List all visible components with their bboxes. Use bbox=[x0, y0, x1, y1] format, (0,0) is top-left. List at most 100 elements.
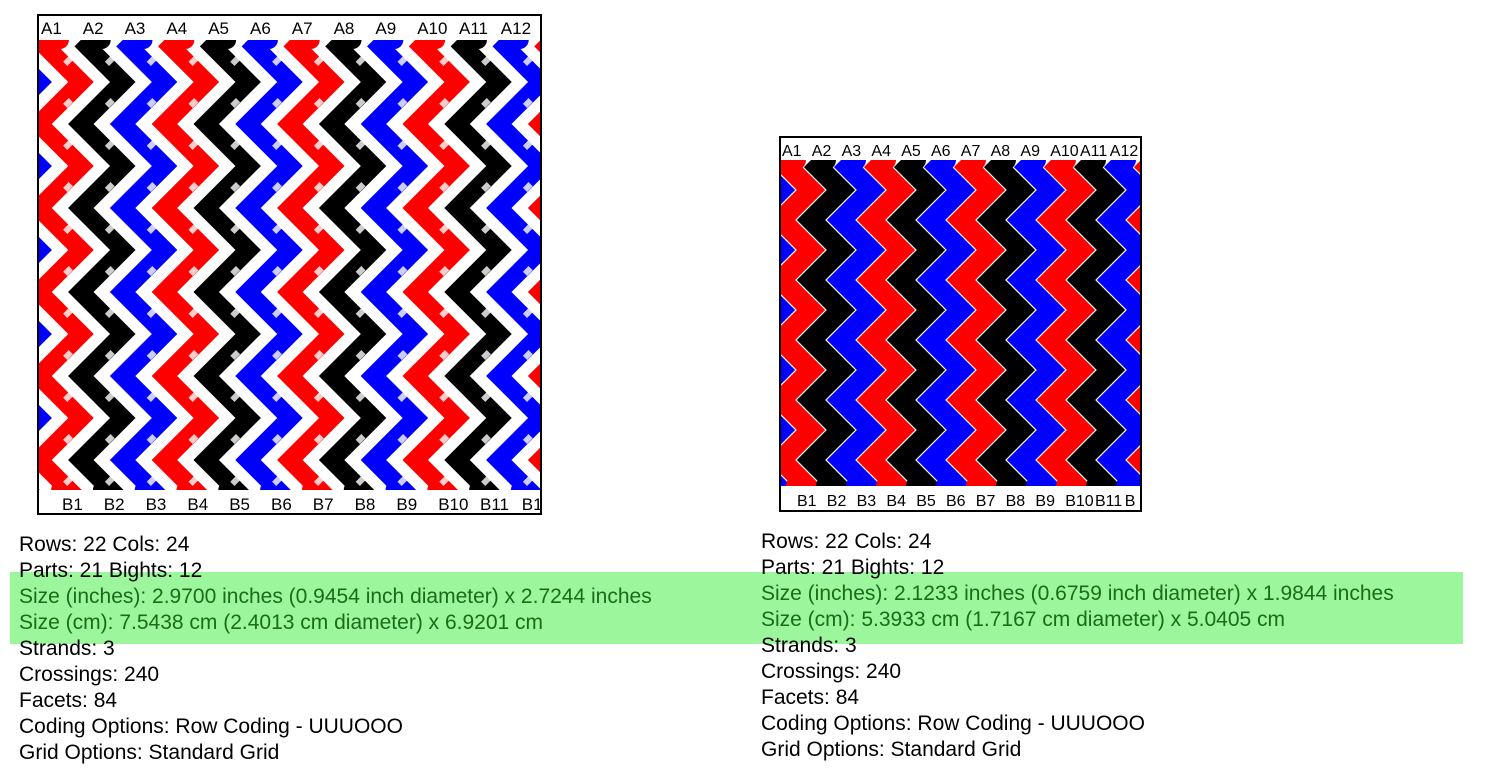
crossing-highlight bbox=[272, 56, 282, 66]
crossing-highlight bbox=[313, 392, 324, 402]
crossing-highlight bbox=[313, 56, 324, 66]
crossing-highlight bbox=[439, 140, 450, 150]
stat-rows-cols: Rows: 22 Cols: 24 bbox=[761, 530, 932, 553]
stat-crossings: Crossings: 240 bbox=[19, 663, 160, 686]
knot-diagram-left-svg: A1 A2 A3 A4 A5 A6 A7 A8 A9 A10 A11 A12 B1 B2 B3 B4 B5 B6 B… bbox=[39, 16, 540, 513]
crossing-highlight bbox=[63, 56, 73, 66]
crossing-highlight bbox=[63, 224, 73, 234]
crossing-highlight bbox=[188, 392, 199, 402]
bight-top bbox=[876, 160, 896, 170]
strand-2 bbox=[318, 40, 387, 490]
crossing-highlight bbox=[355, 350, 366, 360]
stat-strands: Strands: 3 bbox=[761, 634, 857, 657]
bight-top bbox=[427, 40, 446, 49]
crossing-highlight bbox=[439, 224, 450, 234]
crossing-highlight bbox=[104, 140, 115, 150]
bottom-label: B8 bbox=[355, 495, 376, 513]
stat-size-inches: Size (inches): 2.9700 inches (0.9454 inc… bbox=[19, 585, 652, 608]
crossing-highlight bbox=[355, 434, 366, 444]
crossing-highlight bbox=[397, 56, 408, 66]
crossing-highlight bbox=[188, 224, 199, 234]
bight-bottom bbox=[816, 476, 836, 486]
bight-bottom bbox=[786, 476, 806, 486]
crossing-highlight bbox=[355, 56, 366, 66]
crossing-highlight bbox=[272, 434, 282, 444]
crossing-highlight bbox=[146, 434, 157, 444]
crossing-highlight bbox=[230, 308, 241, 318]
crossing-highlight bbox=[230, 56, 241, 66]
top-label: A9 bbox=[1020, 143, 1040, 160]
top-label: A1 bbox=[782, 143, 802, 160]
crossing-highlight bbox=[481, 56, 491, 66]
crossing-highlight bbox=[272, 182, 282, 192]
crossing-highlight bbox=[146, 392, 157, 402]
crossing-highlight bbox=[481, 434, 491, 444]
stat-grid-options: Grid Options: Standard Grid bbox=[19, 741, 280, 764]
top-label: A3 bbox=[125, 19, 146, 38]
strand-2 bbox=[193, 40, 261, 490]
bight-top bbox=[301, 40, 320, 49]
crossing-highlight bbox=[63, 308, 73, 318]
crossing-highlight bbox=[397, 476, 408, 486]
crossing-highlight bbox=[104, 308, 115, 318]
strand-1 bbox=[946, 160, 1006, 486]
bight-bottom bbox=[966, 476, 986, 486]
top-label: A11 bbox=[1080, 143, 1107, 160]
crossing-highlight bbox=[104, 266, 115, 276]
bight-top bbox=[1086, 160, 1106, 170]
bight-bottom bbox=[876, 476, 896, 486]
top-label: A2 bbox=[812, 143, 832, 160]
bight-bottom bbox=[1116, 476, 1136, 486]
crossing-highlight bbox=[63, 98, 73, 108]
crossing-highlight bbox=[313, 224, 324, 234]
top-label: A10 bbox=[417, 19, 447, 38]
bottom-label: B9 bbox=[1035, 493, 1055, 510]
stat-strands: Strands: 3 bbox=[19, 637, 115, 660]
crossing-highlight bbox=[355, 308, 366, 318]
stat-coding-options: Coding Options: Row Coding - UUUOOO bbox=[761, 712, 1145, 735]
strand-1 bbox=[402, 40, 470, 490]
bight-top bbox=[816, 160, 836, 170]
crossing-highlight bbox=[230, 224, 241, 234]
bight-top bbox=[92, 40, 111, 49]
strand-3 bbox=[826, 160, 886, 486]
crossing-highlight bbox=[355, 266, 366, 276]
crossing-highlight bbox=[104, 224, 115, 234]
crossing-highlight bbox=[272, 476, 282, 486]
bight-bottom bbox=[906, 476, 926, 486]
bight-bottom bbox=[846, 476, 866, 486]
crossing-highlight bbox=[230, 476, 241, 486]
crossing-highlight bbox=[481, 476, 491, 486]
stat-facets: Facets: 84 bbox=[761, 686, 860, 709]
stat-crossings: Crossings: 240 bbox=[761, 660, 902, 683]
bottom-label: B2 bbox=[827, 493, 847, 510]
stat-size-inches: Size (inches): 2.1233 inches (0.6759 inc… bbox=[761, 582, 1394, 605]
bottom-label: B bbox=[1125, 493, 1136, 510]
crossing-highlight bbox=[313, 350, 324, 360]
crossing-highlight bbox=[188, 308, 199, 318]
crossing-highlight bbox=[522, 434, 533, 444]
top-label: A4 bbox=[871, 143, 891, 160]
crossing-highlight bbox=[188, 476, 199, 486]
bottom-label: B1 bbox=[62, 495, 83, 513]
crossing-highlight bbox=[522, 98, 533, 108]
crossing-highlight bbox=[146, 140, 157, 150]
bottom-label: B6 bbox=[271, 495, 292, 513]
crossing-highlight bbox=[355, 392, 366, 402]
bight-top bbox=[1116, 160, 1136, 170]
crossing-highlight bbox=[230, 392, 241, 402]
stat-facets: Facets: 84 bbox=[19, 689, 118, 712]
crossing-highlight bbox=[439, 56, 450, 66]
crossing-highlight bbox=[397, 140, 408, 150]
top-label: A12 bbox=[501, 19, 531, 38]
strand-3 bbox=[360, 40, 429, 490]
crossing-highlight bbox=[146, 308, 157, 318]
crossing-highlight bbox=[146, 350, 157, 360]
strand-2 bbox=[976, 160, 1036, 486]
crossing-highlight bbox=[146, 182, 157, 192]
stat-parts-bights: Parts: 21 Bights: 12 bbox=[19, 559, 203, 582]
strand-2 bbox=[886, 160, 946, 486]
top-label: A8 bbox=[334, 19, 355, 38]
crossing-highlight bbox=[146, 56, 157, 66]
crossing-highlight bbox=[230, 266, 241, 276]
